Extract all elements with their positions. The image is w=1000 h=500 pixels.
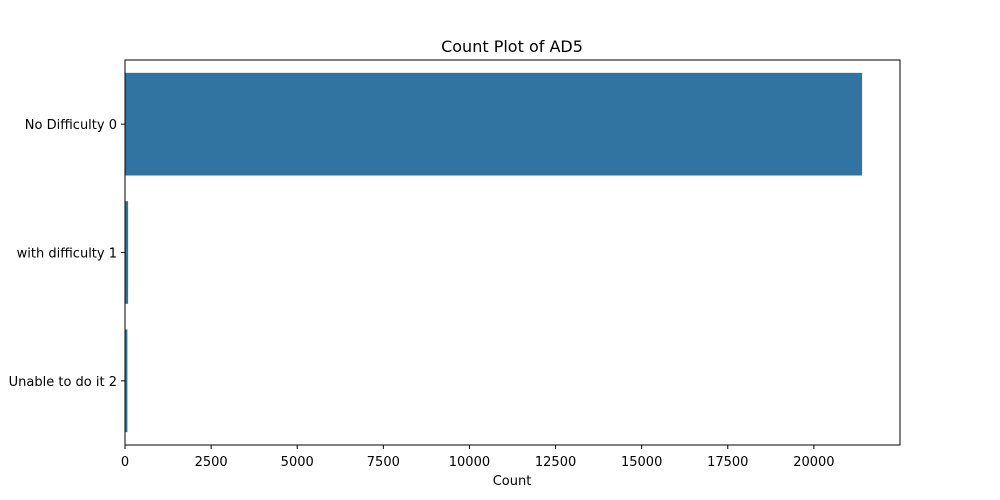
y-tick-label: No Difficulty 0 [25, 118, 117, 133]
chart-title: Count Plot of AD5 [441, 37, 583, 56]
x-tick-label: 15000 [621, 455, 662, 470]
bar [125, 329, 128, 433]
y-tick-label: Unable to do it 2 [9, 375, 117, 390]
x-tick-label: 17500 [707, 455, 748, 470]
bar [125, 201, 129, 304]
x-axis-title: Count [493, 474, 532, 489]
x-tick-label: 7500 [367, 455, 400, 470]
x-tick-label: 20000 [793, 455, 834, 470]
x-tick-label: 2500 [195, 455, 228, 470]
x-tick-label: 0 [121, 455, 129, 470]
bars-layer [125, 72, 863, 433]
y-tick-label: with difficulty 1 [17, 247, 117, 262]
x-tick-label: 5000 [281, 455, 314, 470]
ticks-layer: No Difficulty 0 with difficulty 1 Unable t… [9, 118, 835, 470]
bar [125, 72, 863, 176]
x-tick-label: 12500 [535, 455, 576, 470]
x-tick-label: 10000 [449, 455, 490, 470]
